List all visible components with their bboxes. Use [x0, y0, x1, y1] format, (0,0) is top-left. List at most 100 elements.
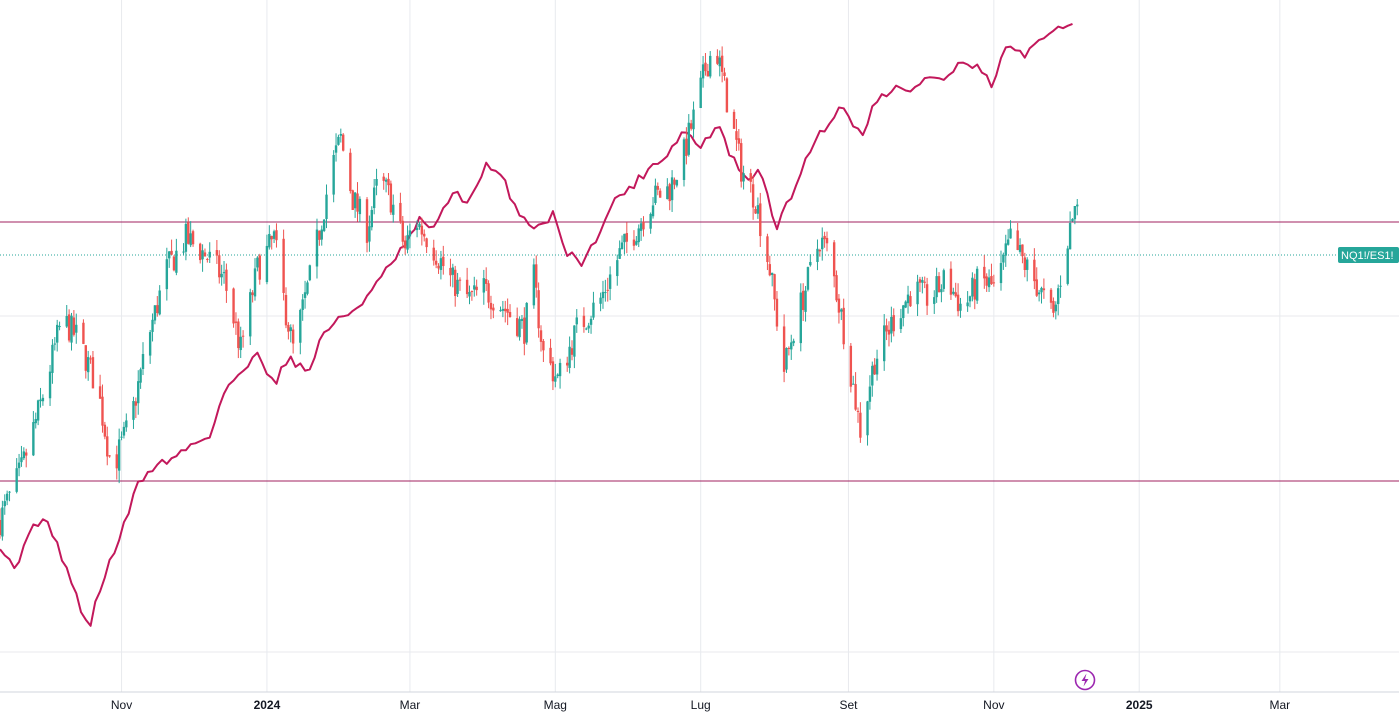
- candle-body: [482, 278, 486, 293]
- candle-body: [299, 309, 302, 343]
- candle-body: [985, 276, 988, 286]
- candle-body: [1073, 206, 1077, 220]
- candle-body: [401, 220, 404, 242]
- candle-body: [337, 136, 340, 145]
- candle-body: [39, 399, 42, 402]
- candle-body: [501, 308, 505, 311]
- candle-body: [825, 237, 829, 244]
- candle-body: [234, 321, 238, 323]
- candle-body: [556, 374, 559, 377]
- candle-body: [187, 222, 190, 244]
- candle-body: [218, 255, 221, 278]
- candle-body: [709, 55, 712, 77]
- candle-body: [456, 279, 459, 294]
- candle-body: [670, 177, 674, 201]
- candle-body: [642, 221, 645, 230]
- candle-body: [151, 319, 154, 332]
- candle-body: [106, 436, 109, 457]
- candle-body: [935, 276, 938, 298]
- candle-body: [420, 225, 424, 235]
- candle-body: [701, 64, 705, 79]
- candle-body: [325, 194, 328, 219]
- candle-body: [818, 249, 822, 252]
- candle-body: [1071, 218, 1074, 222]
- candle-body: [170, 250, 173, 255]
- candle-body: [387, 178, 390, 186]
- candle-body: [341, 134, 345, 151]
- lightning-button[interactable]: [1074, 669, 1096, 691]
- candle-body: [716, 55, 719, 64]
- candle-body: [465, 279, 469, 295]
- candle-body: [53, 343, 57, 345]
- x-tick-label: Lug: [691, 698, 711, 712]
- candle-body: [291, 329, 295, 344]
- candle-body: [284, 294, 288, 326]
- candle-body: [168, 251, 171, 259]
- candle-body: [289, 327, 292, 332]
- candle-body: [191, 231, 195, 245]
- candle-body: [225, 269, 228, 291]
- candle-body: [706, 70, 710, 77]
- candle-body: [523, 317, 526, 344]
- candle-body: [332, 154, 335, 195]
- candle-body: [434, 260, 438, 265]
- candle-body: [973, 279, 976, 300]
- lightning-icon[interactable]: [1081, 673, 1089, 687]
- candle-body: [8, 491, 11, 493]
- candle-body: [792, 340, 795, 344]
- candle-body: [520, 318, 524, 321]
- candle-body: [208, 251, 211, 258]
- x-tick-label: Nov: [111, 698, 132, 712]
- candle-body: [542, 340, 545, 351]
- candle-body: [971, 277, 974, 297]
- candle-body: [303, 292, 307, 298]
- candle-body: [353, 192, 357, 209]
- candle-body: [432, 247, 435, 261]
- candle-body: [909, 296, 912, 307]
- candle-body: [287, 324, 290, 332]
- candle-body: [854, 384, 857, 410]
- candle-body: [232, 288, 235, 324]
- candles: [0, 46, 1079, 541]
- candle-body: [198, 243, 202, 261]
- candle-body: [616, 260, 619, 277]
- candle-body: [403, 240, 407, 249]
- candle-body: [773, 274, 776, 300]
- candle-body: [904, 301, 907, 308]
- candle-body: [756, 205, 760, 214]
- candle-body: [125, 420, 128, 428]
- candle-body: [454, 269, 457, 296]
- candle-body: [952, 291, 955, 294]
- candle-body: [782, 326, 786, 372]
- horizontal-lines: [0, 221, 1399, 482]
- candle-body: [1018, 244, 1022, 252]
- candle-body: [215, 250, 219, 256]
- candle-body: [658, 190, 662, 198]
- candle-body: [732, 111, 736, 129]
- candle-body: [36, 400, 40, 421]
- candle-body: [1033, 259, 1036, 282]
- candle-body: [737, 138, 741, 144]
- candle-body: [101, 396, 104, 426]
- candle-body: [718, 57, 721, 67]
- candle-body: [887, 329, 891, 335]
- candle-body: [368, 226, 371, 242]
- candle-body: [816, 248, 819, 262]
- candle-body: [801, 290, 805, 311]
- time-axis: Nov 2024 Mar Mag Lug Set Nov 2025 Mar: [0, 691, 1399, 712]
- candle-body: [923, 281, 926, 283]
- candle-body: [134, 401, 138, 406]
- candle-body: [1006, 239, 1010, 245]
- candle-body: [418, 223, 421, 228]
- candle-body: [72, 317, 76, 335]
- candle-body: [639, 223, 643, 231]
- candle-body: [949, 268, 953, 295]
- candle-body: [551, 361, 555, 382]
- candle-body: [492, 307, 495, 311]
- candle-body: [1021, 244, 1024, 257]
- candle-body: [539, 330, 543, 342]
- candle-body: [1040, 287, 1043, 293]
- candle-body: [249, 292, 252, 337]
